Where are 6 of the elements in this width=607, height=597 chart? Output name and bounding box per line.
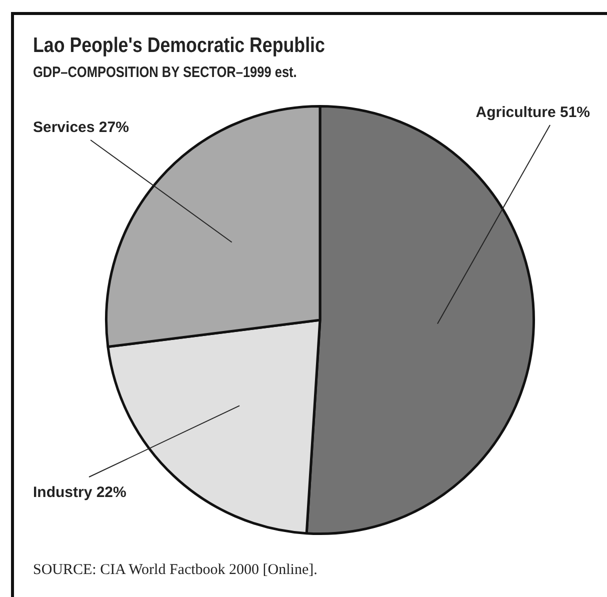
- slice-label: Services 27%: [33, 119, 129, 136]
- slice-label: Industry 22%: [33, 484, 126, 501]
- chart-title: Lao People's Democratic Republic: [33, 34, 325, 58]
- chart-subtitle: GDP–COMPOSITION BY SECTOR–1999 est.: [33, 64, 297, 81]
- source-note: SOURCE: CIA World Factbook 2000 [Online].: [33, 562, 318, 579]
- slice-label: Agriculture 51%: [476, 104, 590, 121]
